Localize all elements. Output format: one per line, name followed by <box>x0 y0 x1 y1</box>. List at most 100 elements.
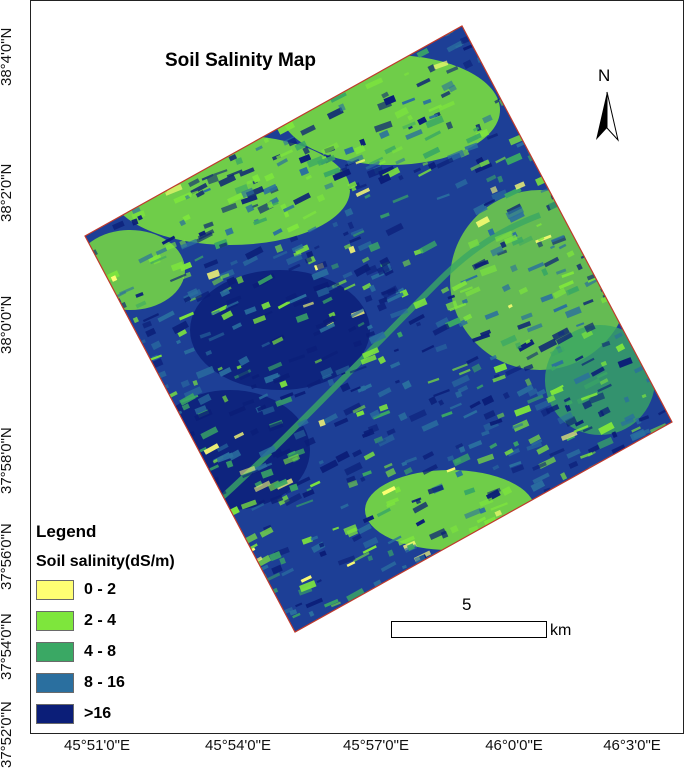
raster-speckle <box>213 569 219 574</box>
raster-speckle <box>342 271 353 279</box>
raster-speckle <box>216 41 227 51</box>
raster-speckle <box>618 502 625 511</box>
raster-speckle <box>571 206 585 217</box>
raster-speckle <box>221 310 234 321</box>
raster-speckle <box>466 355 479 365</box>
raster-speckle <box>493 571 508 582</box>
raster-speckle <box>231 322 243 330</box>
raster-speckle <box>617 357 633 368</box>
raster-speckle <box>344 146 355 155</box>
raster-speckle <box>624 570 636 579</box>
raster-speckle <box>546 395 556 404</box>
raster-speckle <box>313 281 330 292</box>
raster-speckle <box>631 239 639 247</box>
raster-speckle <box>302 146 310 155</box>
raster-speckle <box>569 128 581 136</box>
raster-speckle <box>479 497 494 507</box>
raster-speckle <box>512 530 532 542</box>
raster-speckle <box>316 193 326 203</box>
raster-speckle <box>353 340 362 348</box>
raster-speckle <box>461 298 469 305</box>
raster-speckle <box>655 60 672 71</box>
raster-speckle <box>463 409 478 419</box>
raster-speckle <box>555 97 566 106</box>
raster-speckle <box>377 387 392 398</box>
raster-speckle <box>645 228 656 239</box>
raster-speckle <box>261 341 271 348</box>
raster-speckle <box>276 158 289 167</box>
raster-speckle <box>138 253 154 264</box>
raster-speckle <box>209 104 225 116</box>
raster-speckle <box>446 467 456 473</box>
raster-speckle <box>117 96 131 104</box>
raster-speckle <box>447 294 456 300</box>
raster-speckle <box>102 349 120 359</box>
raster-speckle <box>417 116 428 126</box>
raster-speckle <box>439 560 450 569</box>
raster-speckle <box>483 549 497 560</box>
raster-speckle <box>427 484 444 495</box>
raster-speckle <box>555 268 567 275</box>
raster-speckle <box>378 403 389 412</box>
raster-speckle <box>237 369 251 381</box>
raster-speckle <box>350 607 362 615</box>
raster-speckle <box>441 80 455 92</box>
raster-speckle <box>318 542 325 548</box>
raster-speckle <box>578 572 586 580</box>
raster-speckle <box>621 547 640 562</box>
raster-speckle <box>634 121 652 134</box>
raster-speckle <box>501 60 518 72</box>
raster-speckle <box>181 487 190 495</box>
raster-speckle <box>337 624 345 632</box>
raster-speckle <box>650 245 667 257</box>
raster-speckle <box>514 41 526 52</box>
raster-speckle <box>383 462 393 469</box>
raster-speckle <box>497 175 504 183</box>
legend-label: >16 <box>84 705 112 722</box>
raster-speckle <box>593 209 611 222</box>
raster-speckle <box>85 463 99 475</box>
raster-speckle <box>352 404 366 414</box>
raster-speckle <box>639 576 647 583</box>
raster-speckle <box>405 129 423 140</box>
raster-speckle <box>203 187 211 193</box>
raster-speckle <box>151 166 158 174</box>
raster-speckle <box>454 458 462 464</box>
raster-speckle <box>436 157 454 169</box>
raster-speckle <box>289 483 299 492</box>
raster-speckle <box>671 216 672 226</box>
raster-speckle <box>415 498 422 505</box>
raster-speckle <box>306 378 322 389</box>
raster-speckle <box>85 297 94 304</box>
raster-speckle <box>259 121 269 130</box>
raster-speckle <box>597 245 616 259</box>
raster-speckle <box>462 59 474 70</box>
raster-speckle <box>219 242 228 249</box>
raster-speckle <box>398 412 408 422</box>
raster-speckle <box>223 545 230 554</box>
raster-speckle <box>300 575 312 583</box>
raster-speckle <box>105 203 120 215</box>
raster-speckle <box>514 181 526 190</box>
raster-speckle <box>95 506 108 515</box>
raster-speckle <box>225 295 242 305</box>
raster-speckle <box>119 113 138 125</box>
raster-speckle <box>288 263 301 272</box>
raster-speckle <box>380 561 397 573</box>
legend-label: 8 - 16 <box>84 674 125 691</box>
raster-speckle <box>181 271 192 280</box>
raster-speckle <box>435 343 448 353</box>
raster-speckle <box>85 308 92 316</box>
raster-speckle <box>601 142 615 154</box>
raster-speckle <box>641 393 647 399</box>
raster-speckle <box>271 448 283 458</box>
raster-speckle <box>353 34 372 47</box>
raster-speckle <box>630 85 636 90</box>
raster-speckle <box>251 373 260 380</box>
raster-speckle <box>356 183 367 190</box>
raster-speckle <box>596 371 608 379</box>
raster-speckle <box>117 368 130 379</box>
raster-speckle <box>285 253 303 266</box>
raster-speckle <box>581 357 595 367</box>
raster-speckle <box>284 492 303 507</box>
